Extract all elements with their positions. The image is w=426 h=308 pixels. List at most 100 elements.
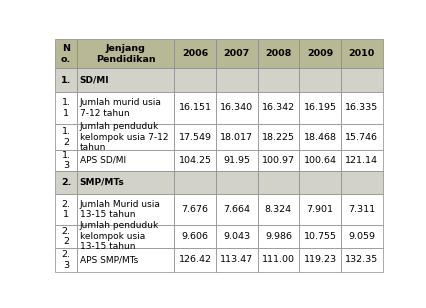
Bar: [77, 124, 174, 150]
Text: 10.755: 10.755: [303, 232, 336, 241]
Bar: [77, 150, 174, 171]
Bar: [174, 194, 216, 225]
Bar: [216, 39, 257, 68]
Bar: [174, 171, 216, 194]
Bar: [340, 68, 382, 92]
Text: 1.
1: 1. 1: [61, 98, 71, 118]
Bar: [174, 150, 216, 171]
Bar: [340, 225, 382, 248]
Bar: [174, 92, 216, 124]
Text: 119.23: 119.23: [303, 255, 336, 265]
Text: SMP/MTs: SMP/MTs: [80, 178, 124, 187]
Text: N
o.: N o.: [61, 44, 71, 64]
Bar: [299, 39, 340, 68]
Text: 2010: 2010: [348, 49, 374, 59]
Bar: [174, 39, 216, 68]
Bar: [174, 124, 216, 150]
Text: Jenjang
Pendidikan: Jenjang Pendidikan: [96, 44, 155, 64]
Text: 7.664: 7.664: [223, 205, 250, 214]
Bar: [77, 248, 174, 272]
Text: 2.: 2.: [61, 178, 71, 187]
Text: 2.
1: 2. 1: [61, 200, 71, 219]
Bar: [257, 92, 299, 124]
Text: 111.00: 111.00: [261, 255, 294, 265]
Bar: [340, 248, 382, 272]
Text: 91.95: 91.95: [223, 156, 250, 165]
Bar: [257, 124, 299, 150]
Bar: [55, 171, 77, 194]
Text: 9.043: 9.043: [223, 232, 250, 241]
Text: 9.606: 9.606: [181, 232, 208, 241]
Bar: [55, 124, 77, 150]
Text: 18.017: 18.017: [220, 132, 253, 142]
Bar: [55, 92, 77, 124]
Bar: [55, 225, 77, 248]
Text: Jumlah penduduk
kelompok usia 7-12
tahun: Jumlah penduduk kelompok usia 7-12 tahun: [80, 122, 168, 152]
Text: 100.64: 100.64: [303, 156, 336, 165]
Text: 9.059: 9.059: [348, 232, 374, 241]
Bar: [299, 225, 340, 248]
Text: 16.335: 16.335: [344, 103, 377, 112]
Bar: [77, 225, 174, 248]
Bar: [174, 225, 216, 248]
Text: 1.: 1.: [61, 76, 71, 85]
Text: 18.468: 18.468: [303, 132, 336, 142]
Bar: [257, 171, 299, 194]
Bar: [299, 68, 340, 92]
Text: 2006: 2006: [181, 49, 208, 59]
Text: 2.
3: 2. 3: [61, 250, 71, 270]
Text: 1.
3: 1. 3: [61, 151, 71, 170]
Bar: [216, 68, 257, 92]
Bar: [216, 171, 257, 194]
Text: 16.151: 16.151: [178, 103, 211, 112]
Bar: [216, 92, 257, 124]
Bar: [77, 171, 174, 194]
Bar: [174, 68, 216, 92]
Text: 16.195: 16.195: [303, 103, 336, 112]
Text: 15.746: 15.746: [345, 132, 377, 142]
Bar: [299, 248, 340, 272]
Text: 16.340: 16.340: [220, 103, 253, 112]
Text: SD/MI: SD/MI: [80, 76, 109, 85]
Bar: [77, 68, 174, 92]
Bar: [257, 68, 299, 92]
Text: Jumlah penduduk
kelompok usia
13-15 tahun: Jumlah penduduk kelompok usia 13-15 tahu…: [80, 221, 158, 251]
Bar: [340, 171, 382, 194]
Bar: [340, 124, 382, 150]
Text: Jumlah murid usia
7-12 tahun: Jumlah murid usia 7-12 tahun: [80, 98, 161, 118]
Text: 1.
2: 1. 2: [61, 127, 71, 147]
Text: 7.311: 7.311: [348, 205, 374, 214]
Text: 16.342: 16.342: [261, 103, 294, 112]
Bar: [299, 150, 340, 171]
Bar: [77, 194, 174, 225]
Bar: [340, 150, 382, 171]
Bar: [299, 124, 340, 150]
Text: 126.42: 126.42: [178, 255, 211, 265]
Text: APS SD/MI: APS SD/MI: [80, 156, 126, 165]
Text: 132.35: 132.35: [344, 255, 377, 265]
Bar: [55, 194, 77, 225]
Text: 7.676: 7.676: [181, 205, 208, 214]
Bar: [340, 39, 382, 68]
Bar: [299, 194, 340, 225]
Bar: [216, 248, 257, 272]
Text: 2.
2: 2. 2: [61, 227, 71, 246]
Text: APS SMP/MTs: APS SMP/MTs: [80, 255, 138, 265]
Bar: [216, 194, 257, 225]
Bar: [77, 39, 174, 68]
Bar: [77, 92, 174, 124]
Text: 7.901: 7.901: [306, 205, 333, 214]
Bar: [257, 194, 299, 225]
Bar: [55, 248, 77, 272]
Text: Jumlah Murid usia
13-15 tahun: Jumlah Murid usia 13-15 tahun: [80, 200, 160, 219]
Text: 8.324: 8.324: [264, 205, 291, 214]
Bar: [216, 124, 257, 150]
Text: 100.97: 100.97: [261, 156, 294, 165]
Bar: [257, 225, 299, 248]
Bar: [257, 150, 299, 171]
Bar: [257, 39, 299, 68]
Bar: [257, 248, 299, 272]
Text: 2007: 2007: [223, 49, 249, 59]
Text: 121.14: 121.14: [345, 156, 377, 165]
Bar: [340, 194, 382, 225]
